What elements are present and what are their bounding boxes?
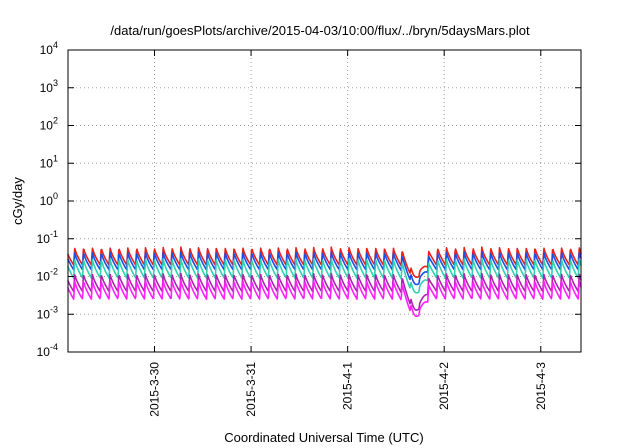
y-tick-labels: 104 103 102 101 100 10-1 10-2 10-3 10-4 — [37, 40, 58, 359]
y-tick-label: 10-3 — [37, 304, 58, 321]
series-lines — [67, 246, 582, 318]
y-tick-label: 101 — [40, 153, 58, 170]
y-tick-label: 102 — [40, 116, 58, 133]
y-axis-label: cGy/day — [10, 177, 25, 225]
y-tick-label: 10-2 — [37, 267, 58, 284]
grid-lines — [68, 50, 581, 352]
x-tick-label: 2015-3-31 — [244, 362, 258, 417]
x-tick-label: 2015-3-30 — [148, 362, 162, 417]
x-tick-label: 2015-4-1 — [341, 362, 355, 410]
x-axis-label: Coordinated Universal Time (UTC) — [224, 430, 423, 445]
x-tick-label: 2015-4-2 — [437, 362, 451, 410]
y-tick-label: 104 — [40, 40, 58, 57]
series-line-3 — [67, 257, 582, 294]
y-tick-label: 103 — [40, 78, 58, 95]
axis-ticks — [68, 49, 581, 353]
y-tick-label: 100 — [40, 191, 58, 208]
y-tick-label: 10-4 — [37, 342, 58, 359]
x-tick-label: 2015-4-3 — [534, 362, 548, 410]
chart-title: /data/run/goesPlots/archive/2015-04-03/1… — [110, 23, 530, 38]
series-line-5 — [67, 279, 582, 318]
y-tick-label: 10-1 — [37, 229, 58, 246]
x-tick-labels: 2015-3-30 2015-3-31 2015-4-1 2015-4-2 2015-4… — [148, 362, 548, 417]
